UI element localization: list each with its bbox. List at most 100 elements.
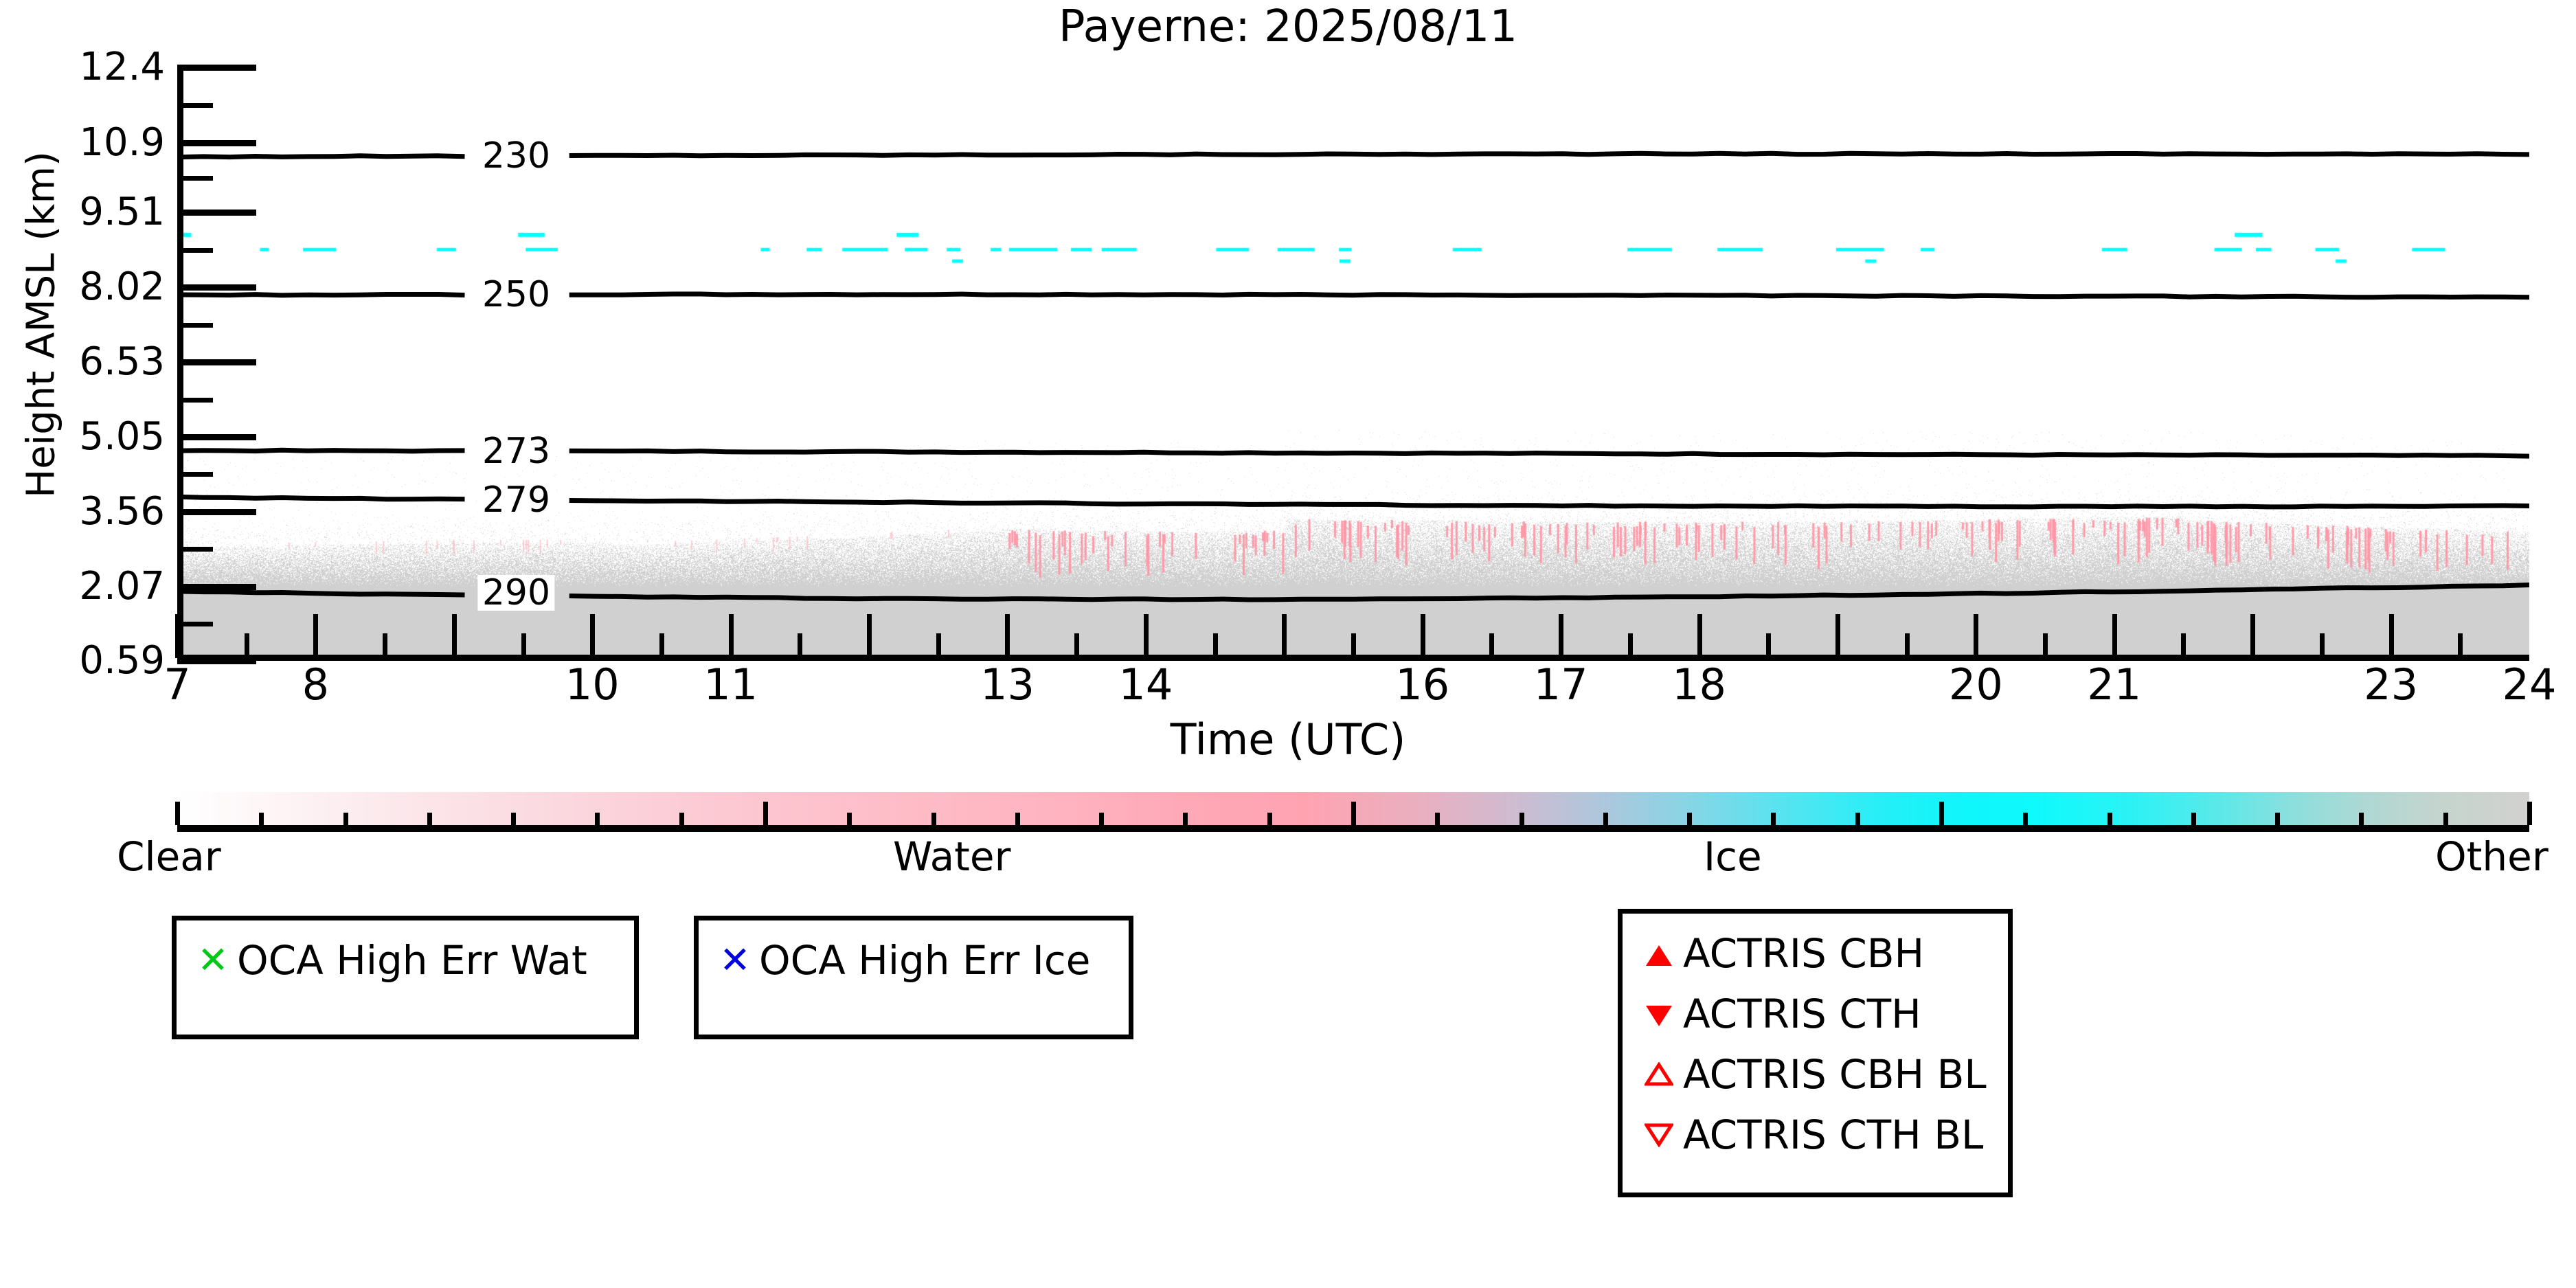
x-tick-label: 11 xyxy=(703,659,758,710)
y-tick-label: 0.59 xyxy=(79,638,165,683)
y-tick-minor xyxy=(177,472,213,477)
colorbar-tick xyxy=(2275,813,2281,825)
colorbar-tick xyxy=(259,813,264,825)
colorbar-label-clear: Clear xyxy=(117,833,221,880)
colorbar-tick xyxy=(1099,813,1105,825)
colorbar-tick xyxy=(1435,813,1440,825)
colorbar-tick xyxy=(1603,813,1608,825)
x-tick-mark xyxy=(1143,614,1149,658)
colorbar-tick xyxy=(1015,813,1020,825)
x-tick-minor xyxy=(1766,633,1772,658)
x-tick-mark xyxy=(1697,614,1702,658)
x-tick-label: 10 xyxy=(565,659,620,710)
x-tick-mark xyxy=(1420,614,1425,658)
y-tick-mark xyxy=(177,658,256,664)
colorbar-tick xyxy=(2359,813,2364,825)
colorbar-tick xyxy=(1519,813,1524,825)
legend-item-actris-cbh-bl: ACTRIS CBH BL xyxy=(1639,1044,1991,1105)
colorbar-tick xyxy=(1267,813,1272,825)
legend-item-actris-cth: ACTRIS CTH xyxy=(1639,984,1991,1044)
colorbar-tick xyxy=(2023,813,2029,825)
y-tick-label: 2.07 xyxy=(79,563,165,609)
colorbar-tick xyxy=(511,813,517,825)
x-tick-minor xyxy=(2181,633,2187,658)
colorbar-tick xyxy=(1771,813,1776,825)
y-tick-label: 10.9 xyxy=(79,120,165,165)
colorbar-tick xyxy=(2443,813,2448,825)
x-tick-minor xyxy=(936,633,941,658)
page-title: Payerne: 2025/08/11 xyxy=(1058,1,1518,52)
triangle-down-open-icon xyxy=(1639,1116,1679,1153)
legend-item-actris-cbh: ACTRIS CBH xyxy=(1639,923,1991,984)
x-tick-minor xyxy=(1904,633,1910,658)
y-tick-mark xyxy=(177,583,256,590)
x-tick-label: 14 xyxy=(1118,659,1173,710)
contour-label: 230 xyxy=(477,137,555,174)
x-tick-label: 7 xyxy=(163,659,191,710)
y-tick-mark xyxy=(177,359,256,366)
x-tick-label: 13 xyxy=(980,659,1035,710)
x-tick-label: 18 xyxy=(1672,659,1726,710)
legend-label: ACTRIS CBH xyxy=(1683,930,1925,977)
colorbar-tick xyxy=(1855,813,1860,825)
legend-oca-high-err-wat[interactable]: ✕ OCA High Err Wat xyxy=(172,916,639,1039)
colorbar-label-other: Other xyxy=(2435,833,2549,880)
y-tick-label: 6.53 xyxy=(79,339,165,385)
colorbar-tick xyxy=(1183,813,1188,825)
y-tick-minor xyxy=(177,322,213,328)
x-tick-label: 20 xyxy=(1948,659,2003,710)
legend-actris[interactable]: ACTRIS CBH ACTRIS CTH ACTRIS CBH BL ACTR… xyxy=(1618,909,2013,1197)
colorbar-tick xyxy=(763,802,768,825)
x-tick-mark xyxy=(1559,614,1564,658)
y-tick-mark xyxy=(177,139,256,146)
colorbar-tick xyxy=(1939,802,1944,825)
colorbar-tick xyxy=(679,813,684,825)
colorbar-tick xyxy=(1351,802,1356,825)
legend-label: OCA High Err Wat xyxy=(237,937,587,984)
legend-label: ACTRIS CBH BL xyxy=(1683,1051,1987,1098)
x-tick-minor xyxy=(2458,633,2463,658)
x-tick-minor xyxy=(1489,633,1495,658)
colorbar xyxy=(175,792,2532,832)
colorbar-tick xyxy=(175,802,180,825)
colorbar-tick xyxy=(931,813,936,825)
x-tick-minor xyxy=(521,633,526,658)
legend-label: ACTRIS CTH xyxy=(1683,991,1921,1037)
legend-oca-high-err-ice[interactable]: ✕ OCA High Err Ice xyxy=(694,916,1133,1039)
x-tick-label: 21 xyxy=(2087,659,2142,710)
contour-label: 290 xyxy=(477,574,555,611)
y-tick-label: 12.4 xyxy=(79,45,165,89)
colorbar-tick xyxy=(2107,813,2112,825)
x-tick-label: 16 xyxy=(1395,659,1450,710)
x-tick-mark xyxy=(2250,614,2256,658)
x-tick-mark xyxy=(2388,614,2394,658)
colorbar-tick xyxy=(427,813,432,825)
colorbar-label-ice: Ice xyxy=(1704,833,1762,880)
y-tick-minor xyxy=(177,547,213,552)
x-tick-mark xyxy=(1835,614,1840,658)
colorbar-tick xyxy=(2191,813,2196,825)
x-cross-icon: ✕ xyxy=(197,938,229,982)
x-tick-minor xyxy=(1627,633,1633,658)
y-tick-mark xyxy=(177,508,256,515)
triangle-down-filled-icon xyxy=(1639,995,1679,1032)
legend-label: OCA High Err Ice xyxy=(759,937,1091,984)
x-tick-mark xyxy=(728,614,734,658)
x-tick-minor xyxy=(1212,633,1218,658)
x-tick-minor xyxy=(2319,633,2325,658)
x-tick-minor xyxy=(383,633,388,658)
colorbar-tick xyxy=(1687,813,1693,825)
x-tick-mark xyxy=(1005,614,1010,658)
colorbar-tick xyxy=(343,813,348,825)
x-cross-icon: ✕ xyxy=(719,938,751,982)
x-tick-minor xyxy=(1074,633,1080,658)
x-tick-mark xyxy=(867,614,872,658)
y-tick-mark xyxy=(177,210,256,216)
x-tick-minor xyxy=(1351,633,1356,658)
x-tick-mark xyxy=(2112,614,2117,658)
y-tick-minor xyxy=(177,175,213,181)
x-tick-label: 17 xyxy=(1533,659,1588,710)
x-tick-mark xyxy=(1974,614,1979,658)
x-tick-minor xyxy=(244,633,249,658)
